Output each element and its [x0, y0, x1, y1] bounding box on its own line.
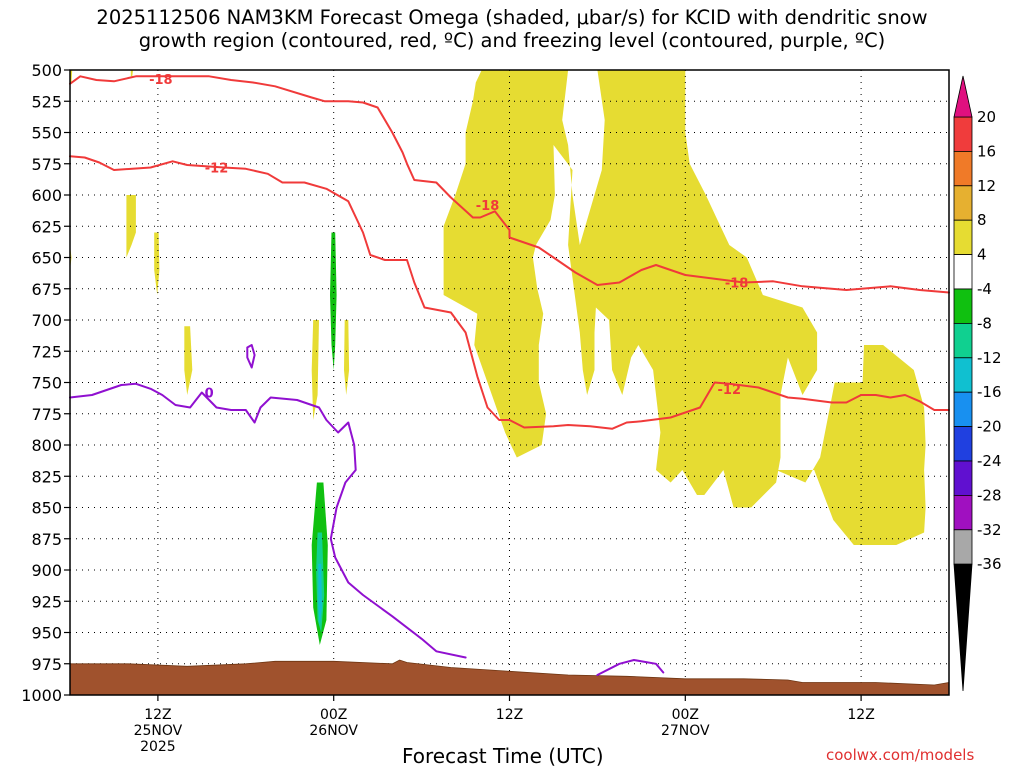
colorbar-segment-2: [953, 150, 973, 187]
colorbar-segment-8: [953, 357, 973, 393]
y-tick-label-700: 700: [31, 311, 62, 330]
contour-line-3: [246, 344, 256, 369]
colorbar-top-arrow: [953, 75, 973, 118]
x-tick-label-42-0: 00Z: [672, 707, 699, 723]
terrain-ground: [69, 659, 950, 696]
colorbar-label-2: 12: [977, 177, 996, 195]
y-tick-label-750: 750: [31, 374, 62, 393]
y-tick-label-500: 500: [31, 61, 62, 80]
omega-region-6: [344, 320, 350, 395]
y-tick-label-900: 900: [31, 561, 62, 580]
y-tick-label-775: 775: [31, 405, 62, 424]
omega-region-4: [184, 326, 193, 395]
colorbar-segment-9: [953, 391, 973, 428]
y-tick-label-1000: 1000: [21, 686, 62, 705]
colorbar-label-8: -16: [977, 383, 1002, 401]
x-tick-label-6-2: 2025: [140, 739, 176, 755]
y-tick-label-875: 875: [31, 530, 62, 549]
omega-region-0: [443, 70, 818, 508]
contour-line-1: [69, 155, 950, 430]
colorbar-segment-11: [953, 460, 973, 496]
y-tick-label-625: 625: [31, 217, 62, 236]
y-tick-label-550: 550: [31, 124, 62, 143]
colorbar-segment-6: [953, 288, 973, 324]
omega-region-10: [330, 232, 337, 370]
y-tick-label-850: 850: [31, 499, 62, 518]
colorbar-label-7: -12: [977, 349, 1002, 367]
credit-link[interactable]: coolwx.com/models: [826, 746, 975, 764]
y-tick-label-975: 975: [31, 655, 62, 674]
y-tick-label-575: 575: [31, 155, 62, 174]
colorbar-segment-5: [953, 254, 973, 290]
colorbar-segment-13: [953, 529, 973, 565]
y-tick-label-525: 525: [31, 92, 62, 111]
title-line-1: 2025112506 NAM3KM Forecast Omega (shaded…: [96, 6, 928, 29]
y-tick-label-675: 675: [31, 280, 62, 299]
colorbar-label-10: -24: [977, 452, 1002, 470]
contour-labels: -18 -18 -18 -12 -12 0: [149, 73, 748, 402]
omega-region-2: [126, 195, 136, 258]
y-tick-label-825: 825: [31, 467, 62, 486]
grid-lines: [70, 70, 949, 695]
contour-label-0-2: -18: [725, 277, 749, 292]
colorbar-segment-12: [953, 494, 973, 531]
colorbar-label-4: 4: [977, 246, 987, 264]
x-tick-label-18-0: 00Z: [320, 707, 347, 723]
x-tick-label-6-0: 12Z: [144, 707, 171, 723]
colorbar-label-11: -28: [977, 486, 1002, 504]
contour-label-1-1: -12: [718, 383, 742, 398]
y-tick-label-600: 600: [31, 186, 62, 205]
colorbar-label-0: 20: [977, 108, 996, 126]
contour-line-0: [69, 75, 950, 294]
chart-title: 2025112506 NAM3KM Forecast Omega (shaded…: [0, 6, 1024, 52]
colorbar-segment-4: [953, 219, 973, 255]
contour-line-2: [69, 382, 467, 659]
x-tick-label-30-0: 12Z: [496, 707, 523, 723]
colorbar: 20 16 12 8 4 -4 -8 -12 -16 -20 -24 -28 -32 -36: [953, 75, 1002, 692]
contour-lines: [69, 75, 950, 676]
colorbar-segment-1: [953, 116, 973, 152]
contour-label-2-0: 0: [205, 387, 214, 402]
colorbar-label-3: 8: [977, 211, 987, 229]
omega-region-13: [318, 563, 322, 627]
y-axis: 500 525 550 575 600 625 650 675 700 725 750 775 800 8…: [21, 61, 70, 705]
y-tick-label-925: 925: [31, 592, 62, 611]
x-tick-label-6-1: 25NOV: [134, 723, 183, 739]
colorbar-segment-10: [953, 426, 973, 462]
y-tick-label-650: 650: [31, 249, 62, 268]
x-axis-label: Forecast Time (UTC): [402, 744, 604, 768]
colorbar-label-5: -4: [977, 280, 992, 298]
x-tick-label-42-1: 27NOV: [661, 723, 710, 739]
omega-region-9: [130, 70, 133, 77]
contour-label-1-0: -12: [205, 162, 229, 177]
colorbar-label-12: -32: [977, 521, 1002, 539]
y-tick-label-725: 725: [31, 342, 62, 361]
contour-line-4: [596, 659, 665, 676]
x-tick-label-54-0: 12Z: [847, 707, 874, 723]
contour-label-0-1: -18: [476, 199, 500, 214]
colorbar-label-6: -8: [977, 314, 992, 332]
contour-label-0-0: -18: [149, 73, 173, 88]
colorbar-label-9: -20: [977, 418, 1002, 436]
omega-region-5: [311, 320, 319, 420]
colorbar-label-13: -36: [977, 555, 1002, 573]
colorbar-segment-3: [953, 185, 973, 221]
colorbar-bottom-arrow: [953, 563, 973, 692]
colorbar-segment-7: [953, 322, 973, 359]
x-tick-label-18-1: 26NOV: [309, 723, 358, 739]
omega-shading: [70, 70, 926, 645]
y-tick-label-800: 800: [31, 436, 62, 455]
omega-region-3: [154, 232, 160, 295]
y-tick-label-950: 950: [31, 624, 62, 643]
title-line-2: growth region (contoured, red, ºC) and f…: [138, 29, 886, 52]
colorbar-label-1: 16: [977, 142, 996, 160]
terrain-layer: [69, 659, 950, 696]
